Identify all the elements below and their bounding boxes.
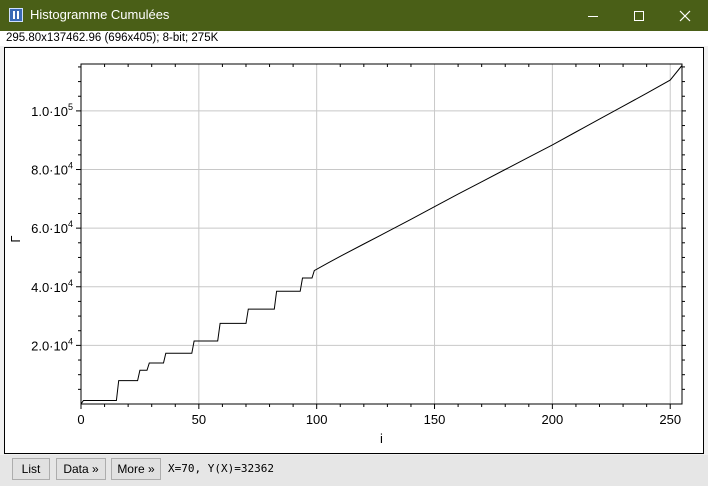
x-axis-ticks: 0 50 100 150 200 250 [77,64,681,427]
minimize-icon [588,16,598,17]
x-tick-label: 0 [77,412,84,427]
x-axis-label: i [380,431,383,446]
title-bar[interactable]: Histogramme Cumulées [0,0,708,31]
close-button[interactable] [662,0,708,31]
plot-canvas[interactable]: 0 50 100 150 200 250 2.0·104 4.0·104 6.0·104 8.0… [4,47,704,454]
y-tick-label: 6.0·104 [31,219,73,236]
y-tick-label: 8.0·104 [31,161,73,178]
maximize-icon [634,11,644,21]
window-title: Histogramme Cumulées [30,7,170,22]
list-button[interactable]: List [12,458,50,480]
y-tick-label: 2.0·104 [31,336,73,353]
x-tick-label: 200 [542,412,564,427]
image-info: 295.80x137462.96 (696x405); 8-bit; 275K [0,31,708,46]
plot-frame [80,63,683,405]
y-axis-label: Γ [8,235,23,242]
series-line [80,65,683,405]
plot-svg: 0 50 100 150 200 250 2.0·104 4.0·104 6.0·104 8.0… [8,63,686,446]
imagej-icon [9,8,23,22]
x-tick-label: 100 [306,412,328,427]
x-tick-label: 250 [659,412,681,427]
plot-border [80,63,683,405]
y-tick-label: 1.0·105 [31,102,73,119]
close-icon [679,10,691,22]
bottom-toolbar: List Data » More » X=70, Y(X)=32362 [0,455,708,486]
y-tick-label: 4.0·104 [31,278,73,295]
x-tick-label: 150 [424,412,446,427]
maximize-button[interactable] [616,0,662,31]
grid [81,64,682,404]
minimize-button[interactable] [570,0,616,31]
x-tick-label: 50 [192,412,206,427]
y-axis-ticks: 2.0·104 4.0·104 6.0·104 8.0·104 1.0·105 [31,66,686,390]
more-button[interactable]: More » [111,458,161,480]
data-button[interactable]: Data » [56,458,106,480]
cursor-coordinates: X=70, Y(X)=32362 [168,462,274,475]
